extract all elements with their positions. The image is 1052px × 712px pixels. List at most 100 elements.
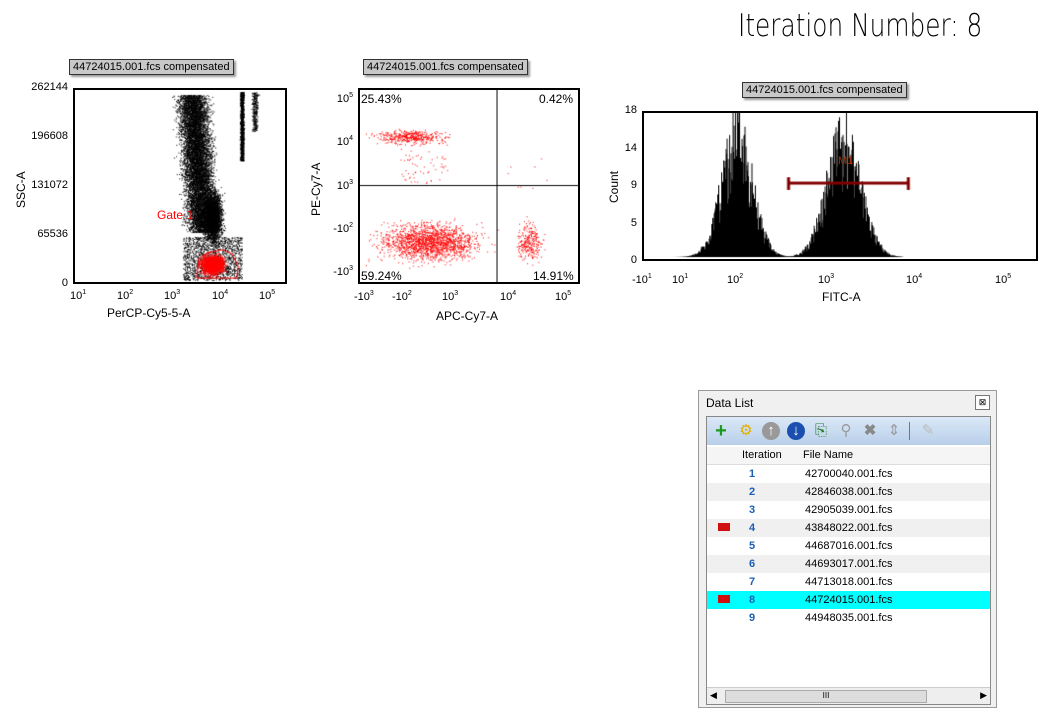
list-row[interactable]: 4 43848022.001.fcs [707,519,990,537]
row-file-name: 44693017.001.fcs [805,558,893,570]
y-tick-label: 0 [630,254,637,266]
x-tick-label: 104 [500,290,517,303]
quadrant-lr-percent: 14.91% [533,269,574,283]
list-row[interactable]: 8 44724015.001.fcs [707,591,990,609]
x-tick-label: 105 [259,289,276,302]
y-tick-label: 105 [336,92,353,105]
ssc-vs-percp-dot-plot[interactable] [73,88,287,284]
row-file-name: 42905039.001.fcs [805,504,893,516]
list-row[interactable]: 3 42905039.001.fcs [707,501,990,519]
row-file-name: 44687016.001.fcs [805,540,893,552]
close-button[interactable]: ⊠ [975,395,990,410]
column-header: Iteration File Name [707,447,990,465]
row-iteration: 6 [749,558,756,570]
x-tick-label: 102 [727,273,744,286]
x-tick-label: -101 [632,273,652,286]
y-tick-label: -103 [333,265,353,278]
row-file-name: 44713018.001.fcs [805,576,893,588]
plot1-title: 44724015.001.fcs compensated [69,59,234,75]
gate-label[interactable]: Gate 1 [157,208,194,222]
toolbar: + ⚙ ↑ ↓ ⎘ ⚲ ✖ ⇕ ✎ [707,417,990,445]
y-tick-label: 9 [630,179,637,191]
x-axis-label: FITC-A [822,290,861,304]
y-tick-label: 104 [336,135,353,149]
scroll-thumb[interactable]: III [725,690,927,703]
toolbar-separator [909,422,910,440]
horizontal-scrollbar[interactable]: ◀ III ▶ [707,687,990,704]
marker-label[interactable]: M1 [838,155,854,167]
quadrant-ul-percent: 25.43% [361,92,402,106]
row-iteration: 7 [749,576,756,588]
list-row[interactable]: 7 44713018.001.fcs [707,573,990,591]
pe-cy7-vs-apc-cy7-quadrant-plot[interactable] [358,88,580,284]
list-row[interactable]: 6 44693017.001.fcs [707,555,990,573]
y-tick-label: 131072 [31,179,68,191]
row-iteration: 3 [749,504,756,516]
x-tick-label: -103 [354,290,374,303]
row-iteration: 1 [749,468,756,480]
export-icon[interactable]: ⎘ [814,422,827,439]
y-tick-label: 18 [624,104,637,116]
x-tick-label: 101 [70,289,87,302]
flag-icon [718,523,730,531]
y-axis-label: PE-Cy7-A [309,162,323,216]
scroll-right-icon[interactable]: ▶ [980,690,987,700]
row-file-name: 44724015.001.fcs [805,594,893,606]
list-row[interactable]: 5 44687016.001.fcs [707,537,990,555]
x-axis-label: APC-Cy7-A [436,309,499,323]
x-tick-label: 103 [818,273,835,286]
fitc-histogram[interactable] [642,111,1038,261]
quadrant-ur-percent: 0.42% [539,92,574,106]
row-iteration: 2 [749,486,756,498]
quadrant-ll-percent: 59.24% [361,269,402,283]
scroll-left-icon[interactable]: ◀ [710,690,717,700]
row-file-name: 42700040.001.fcs [805,468,893,480]
arrow-down-icon[interactable]: ↓ [787,422,805,440]
x-tick-label: 105 [995,273,1012,286]
y-tick-label: 0 [61,277,68,289]
plot3-title: 44724015.001.fcs compensated [742,82,907,98]
data-list-title: Data List [706,396,754,410]
search-icon[interactable]: ⚲ [840,422,852,439]
iteration-number-title: Iteration Number: 8 [738,8,983,44]
x-tick-label: 105 [555,290,572,303]
y-axis-label: Count [607,170,621,203]
x-tick-label: 104 [906,273,923,286]
row-iteration: 4 [749,522,756,534]
x-axis-label: PerCP-Cy5-5-A [107,306,191,320]
x-tick-label: 102 [117,289,134,302]
x-tick-label: 103 [164,289,181,302]
data-list-window: Data List ⊠ + ⚙ ↑ ↓ ⎘ ⚲ ✖ ⇕ ✎ Iteration … [698,390,997,708]
x-tick-label: 104 [212,289,229,302]
plot2-title: 44724015.001.fcs compensated [363,59,528,75]
row-file-name: 42846038.001.fcs [805,486,893,498]
column-iteration[interactable]: Iteration [742,449,782,461]
add-icon[interactable]: + [715,420,727,442]
row-file-name: 44948035.001.fcs [805,612,893,624]
y-tick-label: 14 [624,141,637,154]
x-tick-label: 103 [442,290,459,303]
gear-icon[interactable]: ⚙ [739,422,753,439]
y-tick-label: 65536 [37,228,68,240]
list-row[interactable]: 9 44948035.001.fcs [707,609,990,627]
row-iteration: 8 [749,594,756,606]
y-axis-label: SSC-A [14,171,28,208]
flag-icon [718,595,730,603]
edit-icon[interactable]: ✎ [921,422,935,439]
arrow-up-icon[interactable]: ↑ [762,422,780,440]
y-tick-label: -102 [333,221,353,235]
row-iteration: 9 [749,612,756,624]
list-row[interactable]: 1 42700040.001.fcs [707,465,990,483]
y-tick-label: 5 [630,216,637,229]
sort-icon[interactable]: ⇕ [887,422,901,439]
delete-icon[interactable]: ✖ [863,422,877,439]
y-tick-label: 262144 [31,81,68,93]
y-tick-label: 103 [336,178,353,192]
y-tick-label: 196608 [31,130,68,142]
row-file-name: 43848022.001.fcs [805,522,893,534]
list-row[interactable]: 2 42846038.001.fcs [707,483,990,501]
x-tick-label: 101 [672,273,689,286]
x-tick-label: -102 [392,290,412,303]
column-file-name[interactable]: File Name [803,449,854,461]
row-iteration: 5 [749,540,756,552]
